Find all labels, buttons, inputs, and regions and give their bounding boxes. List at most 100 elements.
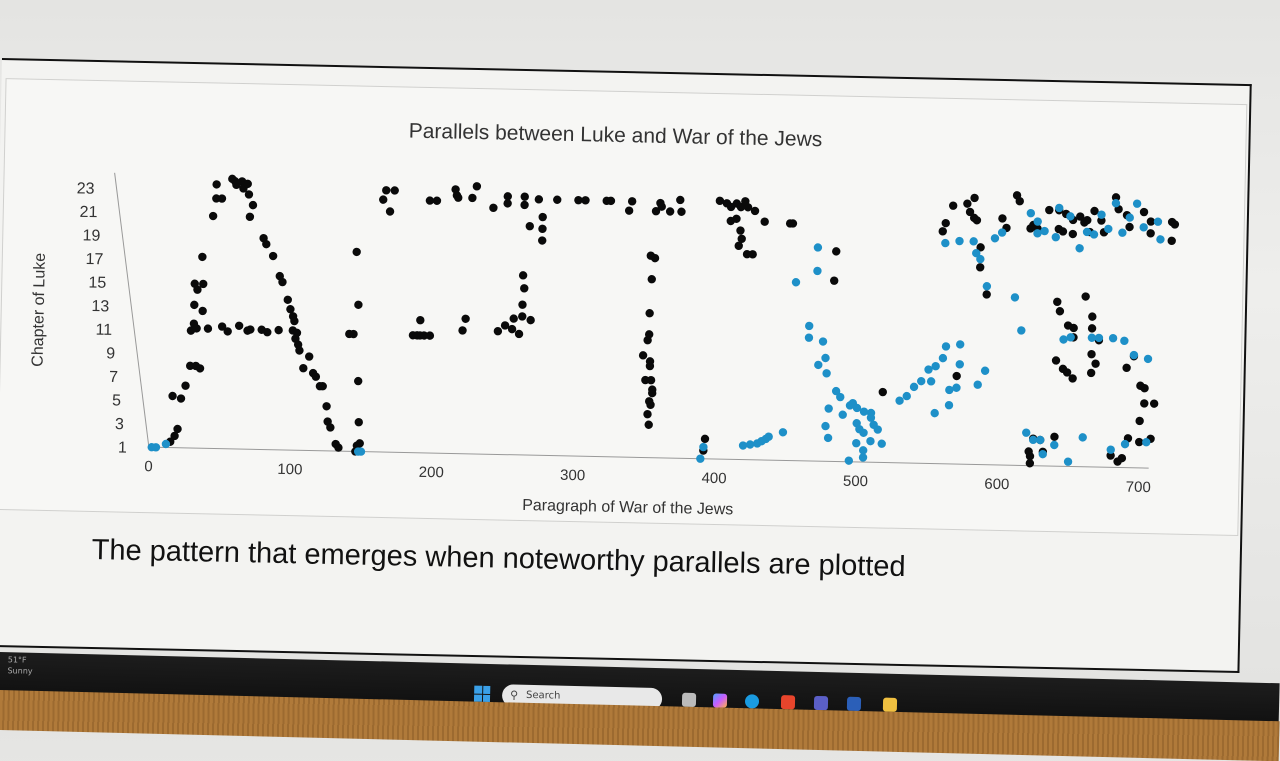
data-point-black [525,221,534,231]
data-point-black [203,324,213,333]
data-point-blue [931,361,940,371]
y-tick-label: 21 [79,204,97,221]
data-point-black [748,250,757,259]
data-point-black [1050,432,1059,441]
data-point-blue [822,369,831,378]
data-point-blue [699,442,708,452]
task-view-icon[interactable] [681,692,697,708]
data-point-black [176,394,186,403]
data-point-blue [873,425,882,434]
search-placeholder: Search [525,689,561,702]
data-point-black [468,193,477,203]
data-point-black [1087,324,1097,333]
data-point-blue [791,278,801,287]
data-point-black [878,387,887,397]
weather-widget[interactable]: 51°F Sunny [7,654,33,677]
slide: Parallels between Luke and War of the Je… [0,58,1252,674]
windows-start-icon[interactable] [473,685,491,702]
data-point-blue [1050,440,1059,450]
brave-icon[interactable] [780,695,796,710]
data-point-black [507,324,517,334]
data-point-black [657,202,666,211]
data-point-black [385,207,395,216]
data-point-blue [1106,445,1115,454]
data-point-black [553,195,562,204]
data-point-black [173,424,182,434]
data-point-black [1170,220,1180,229]
data-point-blue [813,243,823,252]
data-point-black [1117,453,1127,463]
data-point-black [1055,307,1065,316]
data-point-black [1062,368,1072,377]
data-point-black [965,207,975,217]
data-point-black [1135,437,1144,447]
data-point-blue [969,237,978,246]
data-point-black [538,224,547,233]
data-point-blue [745,440,755,449]
data-point-black [1025,459,1035,468]
data-point-black [246,325,255,334]
y-tick-label: 3 [115,416,124,433]
data-point-black [472,182,482,191]
data-point-black [734,241,743,251]
data-point-black [998,214,1007,223]
teams-icon[interactable] [813,695,829,711]
data-point-black [305,352,314,361]
data-point-black [208,211,218,221]
slide-caption: The pattern that emerges when noteworthy… [91,533,906,584]
data-point-black [650,253,660,263]
chart-title: Parallels between Luke and War of the Je… [409,120,823,152]
data-points [147,174,1180,468]
data-point-blue [955,236,964,246]
data-point-blue [764,432,773,441]
weather-temp: 51°F [7,655,27,665]
data-point-blue [1075,244,1084,253]
data-point-blue [836,392,845,402]
data-point-black [268,251,278,261]
data-point-black [574,195,583,205]
data-point-blue [902,391,911,401]
data-point-black [982,290,991,299]
data-point-black [651,207,661,216]
data-point-black [181,381,190,390]
word-icon[interactable] [846,696,862,712]
data-point-blue [1125,213,1134,222]
data-point-black [1076,212,1085,221]
data-point-blue [1066,212,1075,221]
data-point-black [1045,205,1054,215]
x-tick-label: 600 [984,476,1009,494]
data-point-black [1097,216,1106,225]
data-point-blue [930,408,939,418]
file-explorer-icon[interactable] [882,697,898,712]
data-point-blue [1038,449,1047,459]
data-point-black [644,420,653,429]
data-point-black [326,423,335,432]
weather-desc: Sunny [7,666,33,676]
data-point-black [274,325,283,335]
copilot-icon[interactable] [712,693,728,708]
data-point-black [318,382,327,391]
x-tick-label: 400 [701,470,726,488]
data-point-black [737,234,746,244]
data-point-blue [941,238,950,248]
data-point-black [461,314,470,323]
y-tick-label: 5 [112,392,121,409]
data-point-black [538,212,547,222]
data-point-blue [838,410,847,419]
data-point-black [948,201,958,210]
data-point-blue [997,228,1007,237]
data-point-black [193,285,202,294]
data-point-blue [1066,333,1075,342]
data-point-blue [945,385,954,395]
data-point-black [581,196,590,205]
data-point-blue [909,382,919,392]
data-point-black [390,186,399,195]
data-point-black [1111,193,1121,202]
data-point-black [643,335,652,345]
edge-icon[interactable] [744,694,760,709]
data-point-black [198,306,207,316]
data-point-blue [917,376,926,386]
y-tick-label: 9 [106,345,115,362]
y-tick-label: 17 [85,251,103,268]
data-point-black [168,391,177,401]
